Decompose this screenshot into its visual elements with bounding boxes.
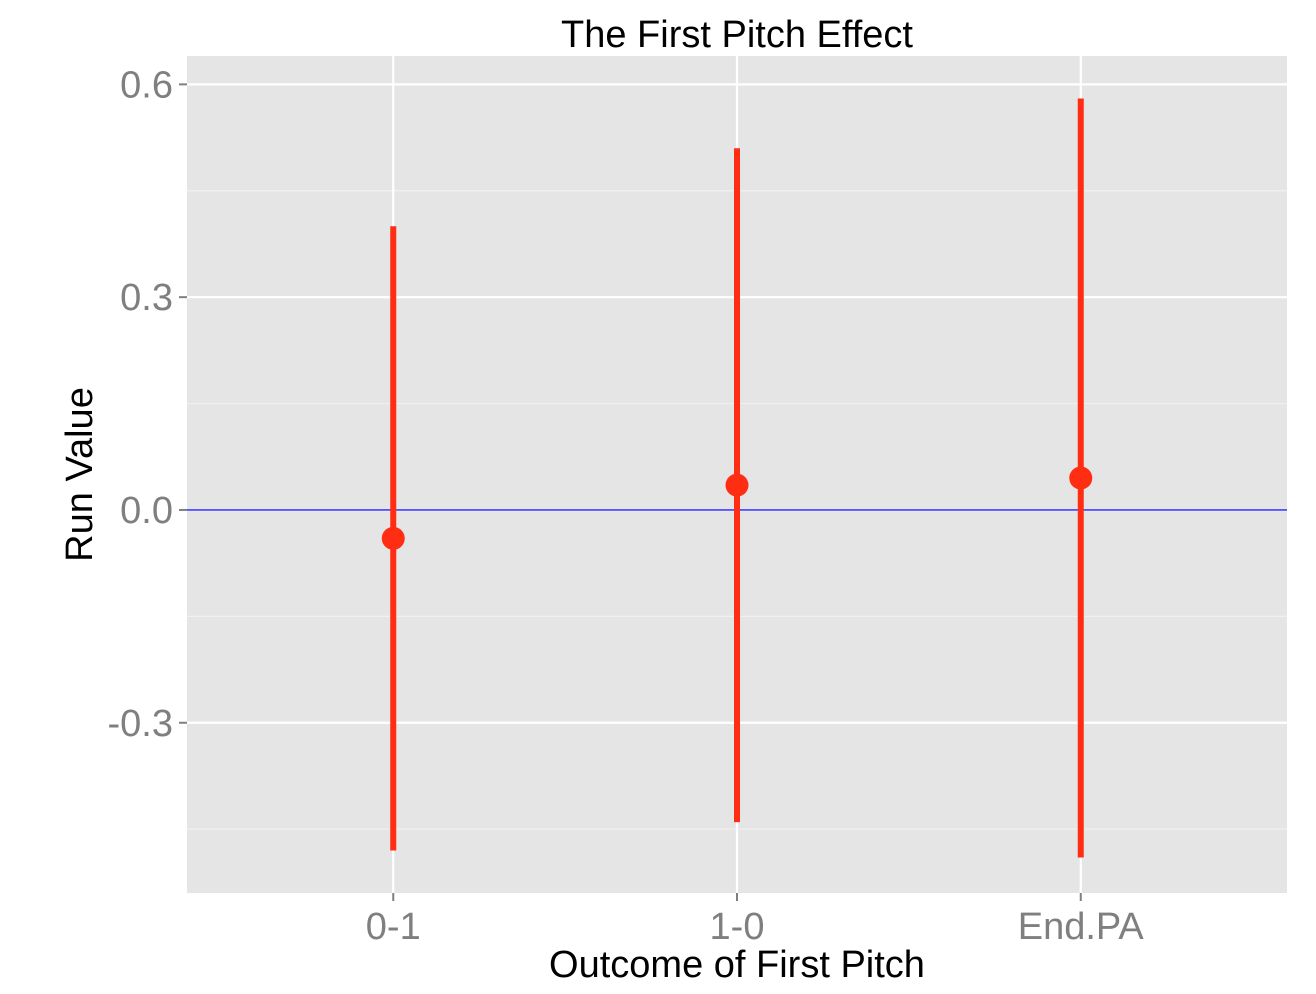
x-axis-label: Outcome of First Pitch xyxy=(549,944,925,986)
y-tick-label: 0.0 xyxy=(120,490,173,532)
x-axis-ticks: 0-1 1-0 End.PA xyxy=(366,893,1145,948)
y-tick-label: -0.3 xyxy=(108,703,173,745)
y-axis-label: Run Value xyxy=(59,387,101,562)
y-tick-label: 0.6 xyxy=(120,64,173,106)
chart-title: The First Pitch Effect xyxy=(561,14,913,56)
x-tick-label: 0-1 xyxy=(366,906,421,948)
point-1-0 xyxy=(725,473,749,497)
point-End.PA xyxy=(1069,466,1093,490)
y-tick-label: 0.3 xyxy=(120,277,173,319)
x-tick-label: End.PA xyxy=(1018,906,1145,948)
x-tick-label: 1-0 xyxy=(710,906,765,948)
point-ranges xyxy=(381,98,1093,858)
point-0-1 xyxy=(381,526,405,550)
y-axis-ticks: -0.3 0.0 0.3 0.6 xyxy=(108,64,187,745)
